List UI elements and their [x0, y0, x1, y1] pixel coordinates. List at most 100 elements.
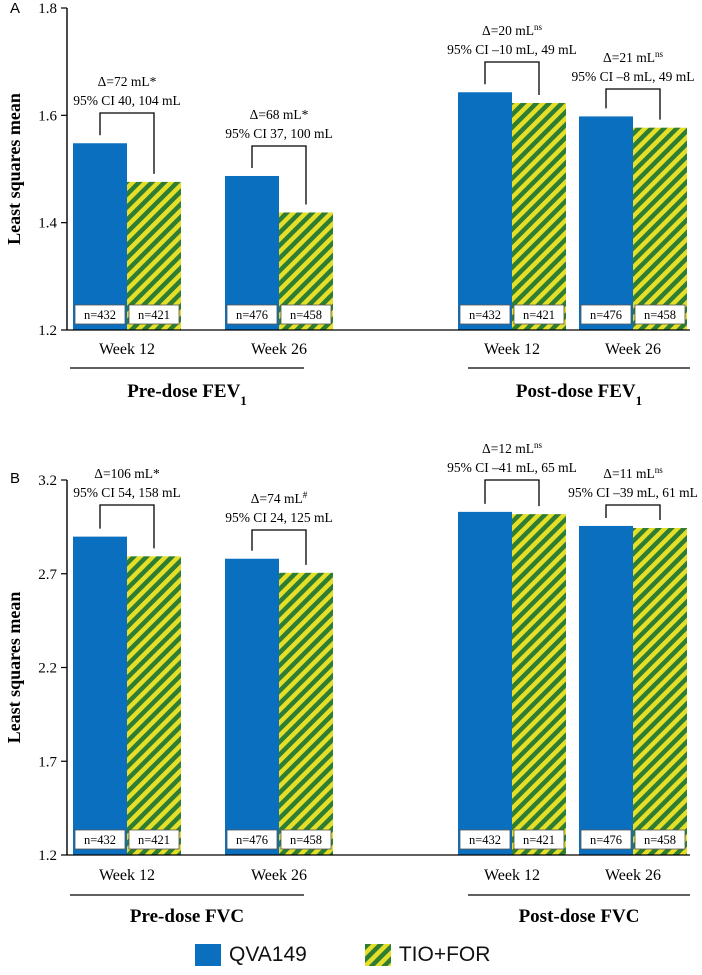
y-tick-label: 1.6	[38, 108, 57, 124]
ci-label: 95% CI 54, 158 mL	[73, 485, 181, 500]
bar-tio-for	[512, 102, 566, 331]
bar-qva149	[458, 92, 512, 330]
ci-label: 95% CI –39 mL, 61 mL	[568, 485, 698, 500]
ci-label: 95% CI –41 mL, 65 mL	[447, 460, 577, 475]
delta-label: Δ=21 mLns	[603, 49, 663, 65]
legend-label-tio-for: TIO+FOR	[398, 943, 491, 966]
bar-qva149	[225, 175, 279, 330]
bar-tio-for	[279, 572, 333, 855]
delta-label: Δ=106 mL*	[94, 466, 160, 481]
n-label: n=432	[84, 308, 116, 322]
y-axis-label: Least squares mean	[4, 93, 24, 245]
significance-bracket	[99, 504, 155, 549]
ci-label: 95% CI 40, 104 mL	[73, 93, 181, 108]
legend: QVA149 TIO+FOR	[195, 940, 490, 970]
n-label: n=458	[290, 308, 322, 322]
ci-label: 95% CI 37, 100 mL	[225, 126, 333, 141]
n-label: n=421	[523, 833, 555, 847]
ci-label: 95% CI –10 mL, 49 mL	[447, 42, 577, 57]
ci-label: 95% CI 24, 125 mL	[225, 510, 333, 525]
significance-bracket	[605, 504, 661, 520]
n-label: n=476	[236, 833, 268, 847]
n-label: n=432	[84, 833, 116, 847]
x-category-label: Week 12	[99, 341, 155, 358]
n-label-box	[74, 304, 126, 325]
legend-item-tio-for: TIO+FOR	[364, 943, 491, 967]
n-label-box	[634, 304, 686, 325]
panel-b-chart: B Least squares mean 1.2 1.7 2.2 2.7 3.2 n=432 n…	[4, 440, 698, 927]
n-label-box	[280, 304, 332, 325]
n-label-box	[459, 829, 511, 850]
significance-bracket	[99, 112, 155, 174]
n-label-box	[128, 304, 180, 325]
n-label: n=458	[644, 308, 676, 322]
group-label: Post-dose FVC	[519, 906, 640, 927]
n-label: n=432	[469, 833, 501, 847]
n-label: n=458	[290, 833, 322, 847]
n-label: n=476	[236, 308, 268, 322]
delta-label: Δ=11 mLns	[603, 465, 663, 481]
y-tick-label: 1.2	[38, 323, 57, 339]
n-label-box	[580, 829, 632, 850]
y-tick-label: 2.7	[38, 567, 57, 583]
legend-swatch-tio-for	[364, 944, 391, 966]
n-label-box	[459, 304, 511, 325]
n-label: n=421	[138, 308, 170, 322]
bar-qva149	[579, 116, 633, 330]
x-category-label: Week 12	[99, 867, 155, 884]
significance-bracket	[484, 479, 540, 507]
panel-letter: A	[10, 0, 20, 17]
group-label: Post-dose FEV1	[516, 381, 642, 408]
delta-label: Δ=72 mL*	[98, 74, 157, 89]
group-label: Pre-dose FVC	[130, 906, 244, 927]
y-tick-label: 1.2	[38, 848, 57, 864]
n-label: n=432	[469, 308, 501, 322]
x-category-label: Week 26	[251, 867, 307, 884]
panel-letter: B	[10, 470, 20, 487]
y-tick-label: 1.7	[38, 754, 57, 770]
delta-label: Δ=68 mL*	[250, 107, 309, 122]
y-tick-label: 2.2	[38, 661, 57, 677]
y-tick-label: 1.8	[38, 1, 57, 17]
legend-item-qva149: QVA149	[195, 943, 307, 967]
bar-qva149	[73, 143, 127, 330]
bar-chart-figure: A Least squares mean 1.2 1.4 1.6 1.8 n=432 n=42…	[4, 0, 698, 927]
legend-swatch-qva149	[195, 944, 221, 966]
x-category-label: Week 26	[605, 341, 661, 358]
delta-label: Δ=20 mLns	[482, 22, 542, 38]
n-label-box	[580, 304, 632, 325]
n-label-box	[226, 304, 278, 325]
bar-tio-for	[512, 514, 566, 855]
significance-bracket	[605, 88, 661, 120]
significance-bracket	[251, 145, 307, 205]
n-label-box	[634, 829, 686, 850]
significance-bracket	[251, 529, 307, 565]
bar-tio-for	[127, 556, 181, 855]
x-category-label: Week 12	[484, 867, 540, 884]
x-category-label: Week 12	[484, 341, 540, 358]
n-label-box	[226, 829, 278, 850]
bar-qva149	[579, 525, 633, 855]
group-label: Pre-dose FEV1	[127, 381, 247, 408]
x-category-label: Week 26	[605, 867, 661, 884]
panel-a-chart: A Least squares mean 1.2 1.4 1.6 1.8 n=432 n=42…	[4, 0, 695, 408]
ci-label: 95% CI –8 mL, 49 mL	[572, 69, 695, 84]
delta-label: Δ=12 mLns	[482, 440, 542, 456]
n-label: n=458	[644, 833, 676, 847]
n-label: n=476	[590, 308, 622, 322]
bar-qva149	[458, 511, 512, 855]
n-label-box	[128, 829, 180, 850]
n-label: n=476	[590, 833, 622, 847]
n-label-box	[513, 829, 565, 850]
n-label-box	[513, 304, 565, 325]
y-tick-label: 3.2	[38, 473, 57, 489]
bar-qva149	[225, 558, 279, 855]
n-label: n=421	[138, 833, 170, 847]
n-label: n=421	[523, 308, 555, 322]
legend-label-qva149: QVA149	[229, 943, 307, 966]
y-tick-label: 1.4	[38, 216, 57, 232]
n-label-box	[74, 829, 126, 850]
n-label-box	[280, 829, 332, 850]
bar-tio-for	[633, 528, 687, 855]
x-category-label: Week 26	[251, 341, 307, 358]
